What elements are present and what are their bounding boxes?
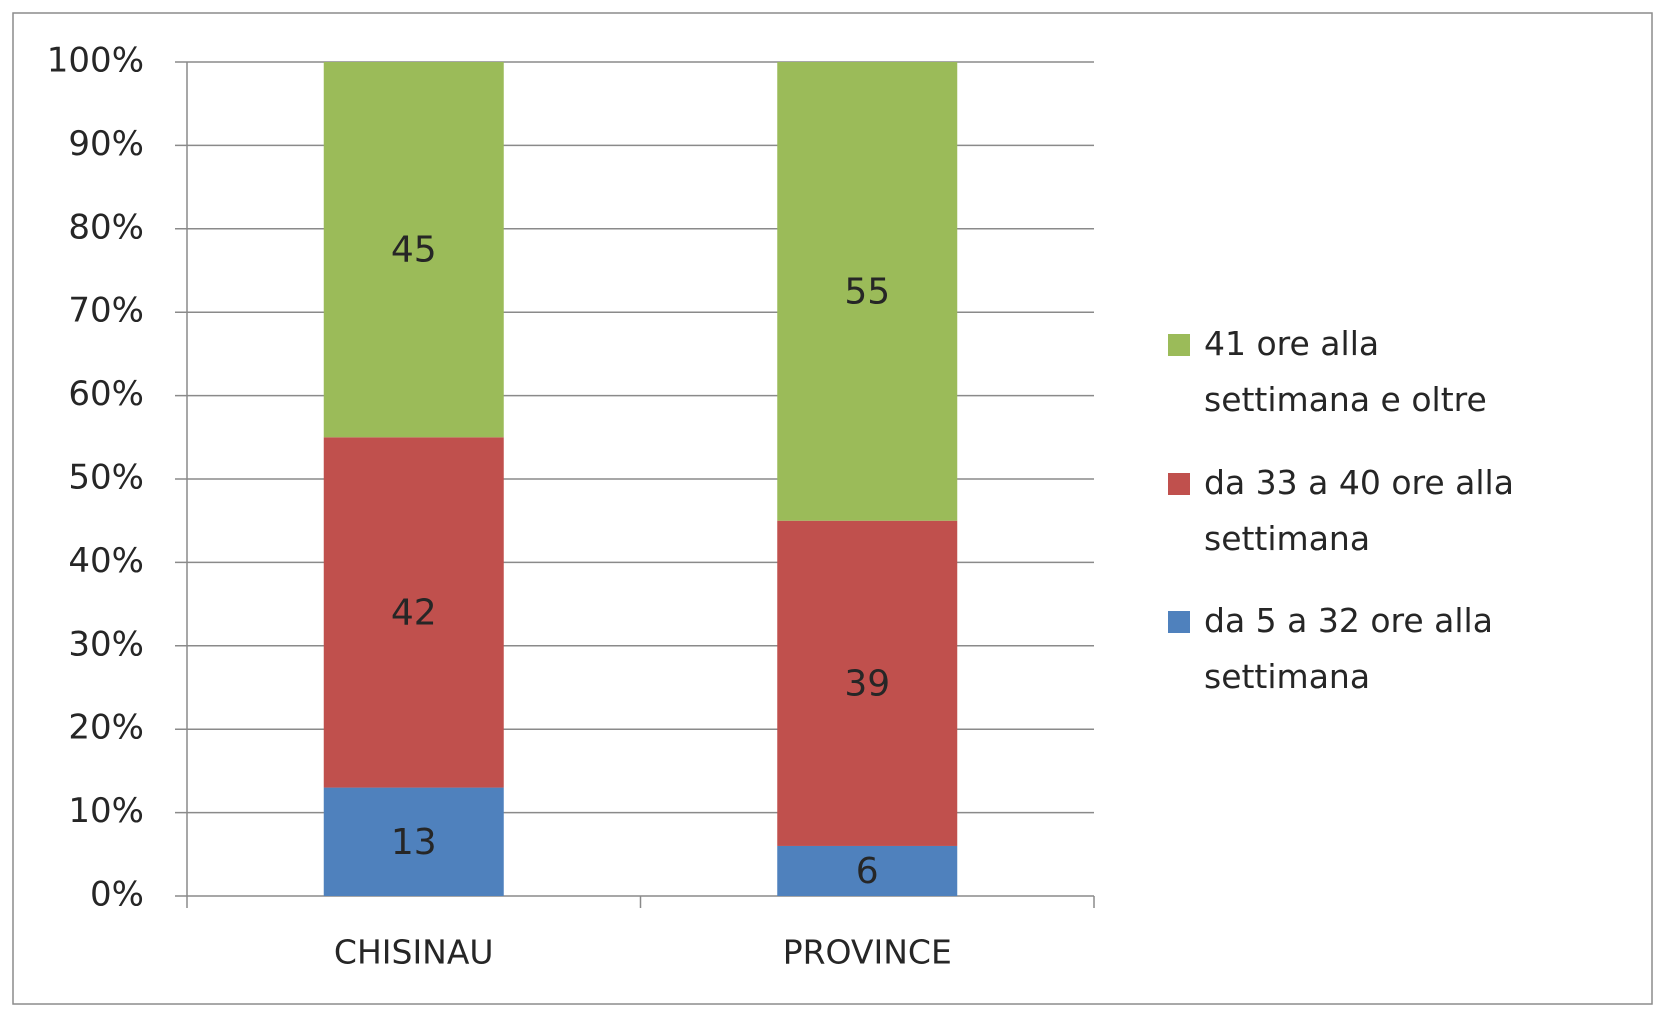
y-tick-label: 80% <box>68 207 144 247</box>
bar-segment <box>323 62 504 438</box>
legend-label: da 33 a 40 ore alla settimana <box>1204 463 1514 558</box>
y-tick-label: 0% <box>90 875 144 915</box>
legend-swatch <box>1168 334 1190 356</box>
bar-segment <box>777 62 958 521</box>
bar-segment <box>777 520 958 846</box>
legend-swatch <box>1168 611 1190 633</box>
y-tick-label: 20% <box>68 708 144 748</box>
y-tick-label: 70% <box>68 291 144 331</box>
data-label: 6 <box>856 851 879 892</box>
y-tick-label: 60% <box>68 374 144 414</box>
data-label: 45 <box>391 230 437 271</box>
legend-label: 41 ore alla settimana e oltre <box>1204 324 1487 419</box>
y-tick-label: 40% <box>68 541 144 581</box>
y-tick-label: 10% <box>68 791 144 831</box>
bar-segment <box>323 437 504 788</box>
y-tick-label: 90% <box>68 124 144 164</box>
data-label: 42 <box>391 592 437 633</box>
legend-label: da 5 a 32 ore alla settimana <box>1204 601 1493 696</box>
data-label: 13 <box>391 822 437 863</box>
bar-segment <box>323 787 504 896</box>
data-label: 39 <box>844 663 890 704</box>
bar-segment <box>777 845 958 896</box>
y-tick-label: 50% <box>68 458 144 498</box>
x-tick-label: PROVINCE <box>783 933 952 972</box>
y-tick-label: 30% <box>68 624 144 664</box>
legend-swatch <box>1168 473 1190 495</box>
x-tick-label: CHISINAU <box>334 933 494 972</box>
data-label: 55 <box>844 271 890 312</box>
y-tick-label: 100% <box>47 41 144 81</box>
